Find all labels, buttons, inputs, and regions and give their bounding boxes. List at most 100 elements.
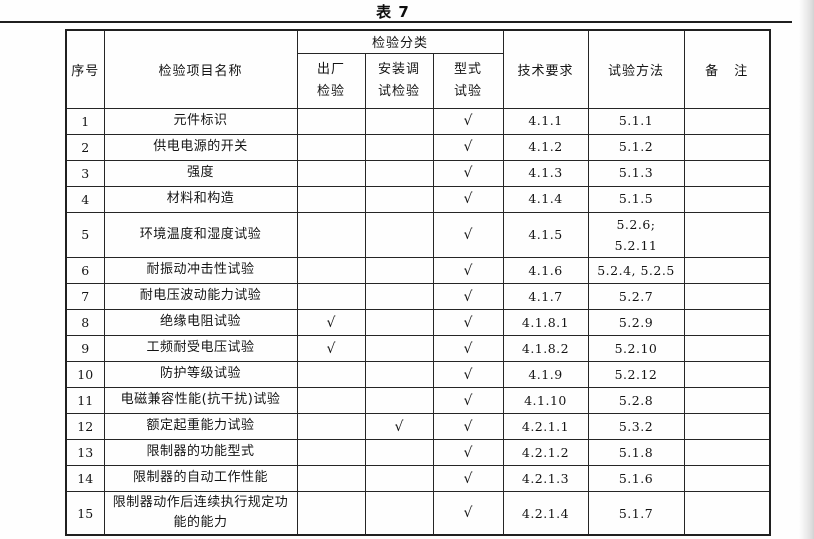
technical-requirement-cell: 4.2.1.2	[502, 439, 589, 466]
technical-requirement-cell: 4.1.5	[502, 211, 589, 258]
table-row: 12 额定起重能力试验 √ √ 4.2.1.1 5.3.2	[65, 413, 771, 440]
table-row: 11 电磁兼容性能(抗干扰)试验 √ 4.1.10 5.2.8	[65, 387, 771, 414]
serial-number-cell: 2	[65, 133, 105, 161]
technical-requirement-cell: 4.2.1.4	[502, 491, 589, 536]
header-inspection-category: 检验分类	[296, 29, 504, 54]
remark-cell	[683, 335, 771, 362]
remark-cell	[683, 387, 771, 414]
inspection-table: 序号 检验项目名称 检验分类 技术要求 试验方法 备 注 出厂 检验 安装调 试…	[65, 29, 771, 537]
item-name-cell: 耐振动冲击性试验	[103, 257, 298, 284]
test-method-cell: 5.1.3	[587, 159, 685, 187]
test-method-cell: 5.2.4, 5.2.5	[587, 257, 685, 284]
technical-requirement-cell: 4.2.1.1	[502, 413, 589, 440]
type-test-check-cell: √	[432, 309, 504, 336]
technical-requirement-cell: 4.1.6	[502, 257, 589, 284]
remark-cell	[683, 159, 771, 187]
serial-number-cell: 14	[65, 465, 105, 492]
table-row: 13 限制器的功能型式 √ 4.2.1.2 5.1.8	[65, 439, 771, 466]
item-name-cell: 元件标识	[103, 107, 298, 135]
type-test-check-cell: √	[432, 211, 504, 258]
header-type-test: 型式 试验	[432, 52, 504, 109]
table-row: 5 环境温度和湿度试验 √ 4.1.5 5.2.6; 5.2.11	[65, 211, 771, 258]
installation-check-cell	[364, 465, 434, 492]
remark-cell	[683, 283, 771, 310]
installation-check-cell	[364, 211, 434, 258]
factory-check-cell	[296, 283, 366, 310]
item-name-cell: 环境温度和湿度试验	[103, 211, 298, 258]
remark-cell	[683, 491, 771, 536]
test-method-cell: 5.1.1	[587, 107, 685, 135]
installation-check-cell	[364, 335, 434, 362]
test-method-cell: 5.2.8	[587, 387, 685, 414]
test-method-cell: 5.1.2	[587, 133, 685, 161]
type-test-check-cell: √	[432, 283, 504, 310]
installation-check-cell	[364, 283, 434, 310]
remark-cell	[683, 361, 771, 388]
table-row: 2 供电电源的开关 √ 4.1.2 5.1.2	[65, 133, 771, 161]
type-test-check-cell: √	[432, 439, 504, 466]
header-row-subcategories: 出厂 检验 安装调 试检验 型式 试验	[66, 52, 770, 109]
type-test-check-cell: √	[432, 159, 504, 187]
header-item-name: 检验项目名称	[103, 29, 298, 109]
table-row: 6 耐振动冲击性试验 √ 4.1.6 5.2.4, 5.2.5	[65, 257, 771, 284]
technical-requirement-cell: 4.1.8.2	[502, 335, 589, 362]
installation-check-cell	[364, 159, 434, 187]
test-method-cell: 5.1.6	[587, 465, 685, 492]
table-title: 表 7	[376, 3, 410, 21]
serial-number-cell: 8	[65, 309, 105, 336]
installation-check-cell	[364, 439, 434, 466]
remark-cell	[683, 309, 771, 336]
table-row: 8 绝缘电阻试验 √ √ 4.1.8.1 5.2.9	[65, 309, 771, 336]
type-test-check-cell: √	[432, 361, 504, 388]
table-row: 15 限制器动作后连续执行规定功能的能力 √ 4.2.1.4 5.1.7	[65, 491, 771, 536]
remark-cell	[683, 133, 771, 161]
type-test-check-cell: √	[432, 133, 504, 161]
technical-requirement-cell: 4.2.1.3	[502, 465, 589, 492]
type-test-check-cell: √	[432, 107, 504, 135]
remark-cell	[683, 439, 771, 466]
serial-number-cell: 12	[65, 413, 105, 440]
installation-check-cell	[364, 185, 434, 213]
item-name-cell: 工频耐受电压试验	[103, 335, 298, 362]
test-method-cell: 5.1.8	[587, 439, 685, 466]
type-test-check-cell: √	[432, 465, 504, 492]
remark-cell	[683, 413, 771, 440]
factory-check-cell	[296, 211, 366, 258]
technical-requirement-cell: 4.1.8.1	[502, 309, 589, 336]
type-test-check-cell: √	[432, 257, 504, 284]
test-method-cell: 5.3.2	[587, 413, 685, 440]
serial-number-cell: 3	[65, 159, 105, 187]
serial-number-cell: 10	[65, 361, 105, 388]
factory-check-cell	[296, 133, 366, 161]
table-row: 10 防护等级试验 √ 4.1.9 5.2.12	[65, 361, 771, 388]
table-row: 3 强度 √ 4.1.3 5.1.3	[65, 159, 771, 187]
factory-check-cell: √	[296, 309, 366, 336]
header-technical-requirement: 技术要求	[502, 29, 589, 109]
installation-check-cell	[364, 257, 434, 284]
type-test-check-cell: √	[432, 185, 504, 213]
factory-check-cell	[296, 465, 366, 492]
test-method-cell: 5.2.6; 5.2.11	[587, 211, 685, 258]
item-name-cell: 限制器动作后连续执行规定功能的能力	[103, 491, 298, 536]
serial-number-cell: 5	[65, 211, 105, 258]
technical-requirement-cell: 4.1.1	[502, 107, 589, 135]
serial-number-cell: 1	[65, 107, 105, 135]
item-name-cell: 材料和构造	[103, 185, 298, 213]
technical-requirement-cell: 4.1.10	[502, 387, 589, 414]
technical-requirement-cell: 4.1.2	[502, 133, 589, 161]
type-test-check-cell: √	[432, 413, 504, 440]
item-name-cell: 耐电压波动能力试验	[103, 283, 298, 310]
installation-check-cell	[364, 361, 434, 388]
factory-check-cell	[296, 107, 366, 135]
table-row: 4 材料和构造 √ 4.1.4 5.1.5	[65, 185, 771, 213]
remark-cell	[683, 465, 771, 492]
header-remark: 备 注	[683, 29, 771, 109]
factory-check-cell	[296, 491, 366, 536]
horizontal-rule	[0, 21, 792, 23]
table-row: 1 元件标识 √ 4.1.1 5.1.1	[65, 107, 771, 135]
technical-requirement-cell: 4.1.9	[502, 361, 589, 388]
factory-check-cell	[296, 413, 366, 440]
serial-number-cell: 9	[65, 335, 105, 362]
test-method-cell: 5.2.12	[587, 361, 685, 388]
factory-check-cell	[296, 257, 366, 284]
